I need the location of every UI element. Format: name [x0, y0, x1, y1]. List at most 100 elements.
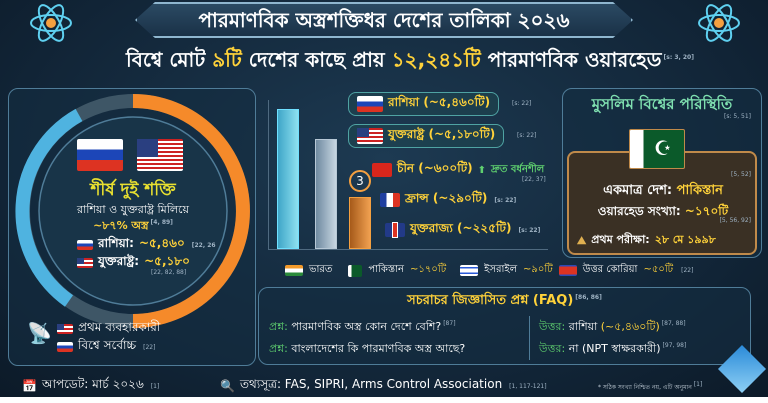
country-value: ~৯০টি — [523, 264, 553, 275]
country-name: ভারত — [309, 264, 333, 275]
atom-icon — [30, 4, 72, 42]
citation: [1] — [693, 381, 703, 388]
country-name: ইসরাইল — [484, 264, 518, 275]
citation: [s: 22] — [494, 196, 517, 204]
count-value: ~১৭০টি — [684, 204, 729, 218]
ranking-chart: 3 — [268, 100, 548, 250]
a-text: না (NPT স্বাক্ষরকারী) — [568, 342, 661, 355]
subtitle-text: পারমাণবিক ওয়ারহেড — [480, 47, 662, 72]
world-top-row: বিশ্বে সর্বোচ্চ [22] — [57, 337, 155, 357]
list-item: উত্তর কোরিয়া ~৫০টি [22] — [558, 262, 694, 279]
pakistan-flag — [348, 264, 363, 277]
count-label: ওয়ারহেড সংখ্যা: — [597, 204, 685, 218]
trend-label: দ্রুত বর্ধনশীল — [491, 163, 545, 175]
trend-up-icon: ⬆ — [477, 164, 487, 176]
share-value: ~৮৭% অস্ত্র — [93, 219, 149, 232]
test-label: প্রথম পরীক্ষা: — [591, 233, 650, 246]
north-korea-flag — [558, 265, 577, 276]
citation: [22] — [681, 267, 694, 274]
update-text: আপডেট: মার্চ ২০২৬ — [41, 377, 144, 391]
top-two-heading: শীর্ষ দুই শক্তি — [90, 180, 176, 200]
bar-usa — [315, 139, 337, 249]
subtitle-text: দেশের কাছে প্রায় — [241, 47, 392, 72]
usa-count-row: যুক্তরাষ্ট্র: ~৫,১৮০ — [77, 253, 190, 273]
atom-icon — [698, 4, 740, 42]
rank-name: রাশিয়া (~৫,৪৬০টি) — [388, 95, 491, 109]
rank-name: চীন (~৬০০টি) — [397, 161, 473, 175]
russia-label: রাশিয়া: — [98, 236, 134, 250]
usa-flag — [57, 324, 73, 334]
only-country: একমাত্র দেশ: পাকিস্তান — [563, 181, 763, 202]
rank-item: ফ্রান্স (~২৯০টি) [s: 22] — [380, 190, 516, 210]
usa-flag — [77, 258, 93, 268]
bar-china — [349, 197, 371, 249]
bar-russia — [277, 109, 299, 249]
first-test: ⛰ প্রথম পরীক্ষা: ২৮ মে ১৯৯৮ — [577, 231, 716, 250]
other-countries: ভারত পাকিস্তান ~১৭০টি ইসরাইল ~৯০টি উত্তর ক… — [285, 262, 693, 279]
top-two-desc: রাশিয়া ও যুক্তরাষ্ট্র মিলিয়ে — [77, 203, 189, 216]
citation: [87, 88] — [661, 320, 686, 328]
country-count: ৯টি — [212, 47, 242, 72]
disclaimer-text: * সঠিক সংখ্যা নিশ্চিত নয়, এটি অনুমান — [598, 384, 692, 391]
citation: [s: 3, 20] — [663, 54, 694, 61]
a-label: উত্তর: — [539, 320, 566, 333]
warhead-total: ১২,২৪১টি — [391, 47, 481, 72]
rank-badge: 3 — [349, 170, 371, 192]
russia-flag — [77, 139, 123, 171]
citation: [5, 52] — [731, 171, 751, 178]
usa-value: ~৫,১৮০ — [144, 254, 190, 268]
citation: [s: 5, 51] — [723, 113, 751, 120]
rank-item: চীন (~৬০০টি) ⬆ দ্রুত বর্ধনশীল — [372, 160, 544, 180]
country-name: পাকিস্তান — [368, 264, 404, 275]
subtitle-text: বিশ্বে মোট — [126, 47, 213, 72]
rank-name: যুক্তরাষ্ট্র (~৫,১৮০টি) — [388, 127, 496, 141]
usa-flag — [137, 139, 183, 171]
faq-title: সচরাচর জিজ্ঞাসিত প্রশ্ন (FAQ) [86, 86] — [259, 291, 750, 312]
china-flag — [372, 163, 392, 177]
russia-value: ~৫,৪৬০ — [138, 236, 185, 250]
q-label: প্রশ্ন: — [269, 342, 288, 355]
france-flag — [380, 193, 400, 207]
list-item: ইসরাইল ~৯০টি — [460, 262, 553, 279]
a-label: উত্তর: — [539, 342, 566, 355]
test-value: ২৮ মে ১৯৯৮ — [654, 233, 716, 246]
citation: [86, 86] — [575, 293, 602, 301]
russia-flag — [57, 342, 73, 352]
usa-label: যুক্তরাষ্ট্র: — [98, 254, 140, 268]
warhead-count: ওয়ারহেড সংখ্যা: ~১৭০টি — [563, 203, 763, 223]
tower-icon: 📡 — [27, 321, 52, 345]
citation: [22, 37] — [522, 176, 546, 183]
russia-flag — [77, 240, 93, 250]
world-top-label: বিশ্বে সর্বোচ্চ — [78, 338, 137, 352]
russia-count-row: রাশিয়া: ~৫,৪৬০ [22, 26 — [77, 235, 216, 255]
first-user-label: প্রথম ব্যবহারকারী — [78, 320, 161, 334]
faq-panel: সচরাচর জিজ্ঞাসিত প্রশ্ন (FAQ) [86, 86] প্… — [258, 287, 751, 365]
mountain-icon: ⛰ — [577, 233, 587, 247]
citation: [5, 56, 92] — [719, 217, 751, 224]
russia-flag — [357, 96, 383, 112]
a-text: রাশিয়া — [568, 320, 601, 333]
citation: [97, 98] — [662, 342, 687, 350]
list-item: ভারত — [285, 262, 332, 279]
q-label: প্রশ্ন: — [269, 320, 288, 333]
list-item: পাকিস্তান ~১৭০টি — [348, 262, 446, 279]
faq-answer: উত্তর: না (NPT স্বাক্ষরকারী) [97, 98] — [539, 340, 686, 359]
faq-question: প্রশ্ন: বাংলাদেশের কি পারমাণবিক অস্ত্র আ… — [269, 340, 465, 359]
uk-flag — [385, 223, 405, 237]
source-info: 🔍 তথ্যসূত্র: FAS, SIPRI, Arms Control Ass… — [220, 376, 547, 396]
subtitle: বিশ্বে মোট ৯টি দেশের কাছে প্রায় ১২,২৪১ট… — [90, 42, 730, 76]
usa-arc — [132, 94, 250, 328]
country-name: উত্তর কোরিয়া — [582, 264, 638, 275]
citation: [4, 89] — [150, 219, 173, 227]
faq-answer: উত্তর: রাশিয়া (~৫,৪৬০টি) [87, 88] — [539, 318, 686, 337]
page-title: পারমাণবিক অস্ত্রশক্তিধর দেশের তালিকা ২০২… — [135, 2, 633, 38]
usa-flag — [357, 128, 383, 144]
citation: [1, 117-121] — [509, 382, 547, 390]
disclaimer: * সঠিক সংখ্যা নিশ্চিত নয়, এটি অনুমান [1] — [598, 381, 702, 393]
q-text: বাংলাদেশের কি পারমাণবিক অস্ত্র আছে? — [291, 342, 466, 355]
only-country-label: একমাত্র দেশ: — [603, 183, 677, 198]
russia-arc — [15, 108, 83, 307]
citation: [s: 22] — [517, 132, 537, 139]
citation: [87] — [443, 320, 456, 328]
citation: [22, 26 — [191, 241, 216, 249]
